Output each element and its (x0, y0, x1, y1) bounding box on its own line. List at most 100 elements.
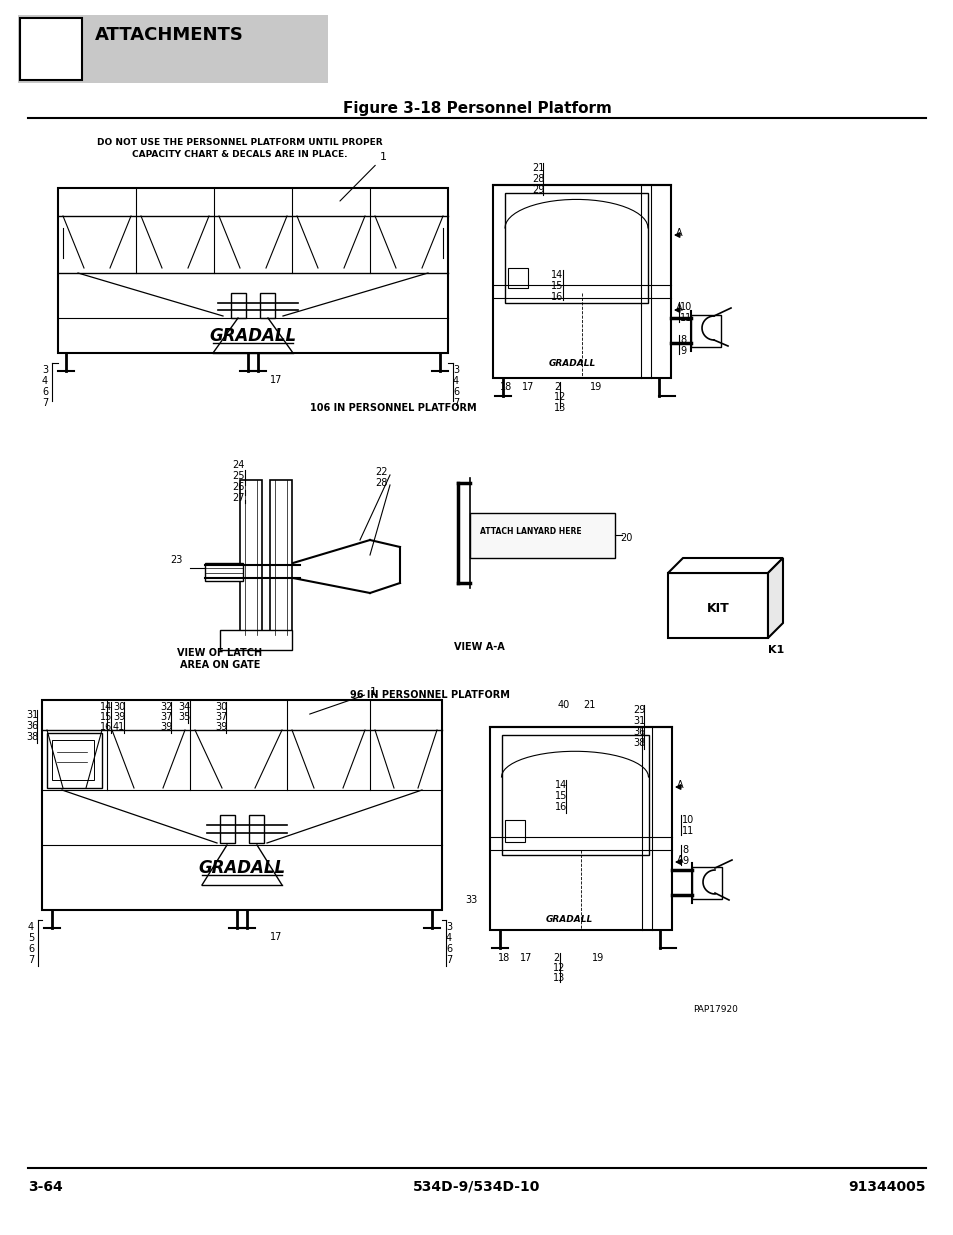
Text: 106 IN PERSONNEL PLATFORM: 106 IN PERSONNEL PLATFORM (310, 403, 476, 412)
Text: 18: 18 (497, 953, 510, 963)
Text: 23: 23 (170, 555, 182, 564)
Text: A: A (676, 303, 682, 312)
Text: GRADALL: GRADALL (198, 860, 285, 877)
Text: 30: 30 (214, 701, 227, 713)
Text: GRADALL: GRADALL (210, 327, 296, 345)
Text: 6: 6 (446, 944, 452, 953)
Text: 36: 36 (633, 727, 644, 737)
Bar (52, 740, 94, 781)
Text: 32: 32 (160, 701, 172, 713)
Bar (690, 315, 720, 347)
Text: GRADALL: GRADALL (548, 358, 595, 368)
Text: 2: 2 (553, 953, 558, 963)
Text: 6: 6 (453, 387, 458, 396)
Text: CAPACITY CHART & DECALS ARE IN PLACE.: CAPACITY CHART & DECALS ARE IN PLACE. (132, 149, 348, 159)
Text: 7: 7 (42, 398, 49, 408)
Text: 13: 13 (553, 973, 565, 983)
Bar (47, 734, 102, 788)
Text: 14: 14 (551, 270, 562, 280)
Text: 7: 7 (28, 955, 34, 965)
Text: 10: 10 (681, 815, 694, 825)
Text: 22: 22 (375, 467, 387, 477)
Bar (20, 19, 82, 80)
Bar (490, 727, 671, 930)
Polygon shape (667, 558, 782, 573)
Text: 13: 13 (554, 403, 566, 412)
Text: 12: 12 (553, 963, 565, 973)
Text: 4: 4 (446, 932, 452, 944)
Text: 15: 15 (555, 790, 567, 802)
Bar (470, 513, 615, 558)
Bar (18, 15, 328, 83)
Text: 1: 1 (310, 687, 376, 714)
Text: 16: 16 (100, 722, 112, 732)
Text: 38: 38 (633, 739, 644, 748)
Bar (691, 867, 721, 899)
Text: 17: 17 (270, 375, 282, 385)
Text: A: A (677, 855, 683, 864)
Bar (240, 480, 262, 635)
Text: VIEW A-A: VIEW A-A (453, 642, 504, 652)
Text: 27: 27 (232, 493, 244, 503)
Text: 21: 21 (532, 163, 544, 173)
Text: 39: 39 (160, 722, 172, 732)
Text: 26: 26 (232, 482, 244, 492)
Text: 36: 36 (26, 721, 38, 731)
Text: 39: 39 (214, 722, 227, 732)
Text: 16: 16 (555, 802, 567, 811)
Text: 35: 35 (178, 713, 191, 722)
Text: KIT: KIT (706, 601, 729, 615)
Text: DO NOT USE THE PERSONNEL PLATFORM UNTIL PROPER: DO NOT USE THE PERSONNEL PLATFORM UNTIL … (97, 138, 382, 147)
Text: 3-64: 3-64 (28, 1179, 63, 1194)
Text: 7: 7 (453, 398, 458, 408)
Text: 7: 7 (446, 955, 452, 965)
Text: 4: 4 (28, 923, 34, 932)
Bar (220, 630, 292, 650)
Text: 10: 10 (679, 303, 692, 312)
Text: 20: 20 (619, 534, 632, 543)
Bar (504, 193, 647, 303)
Text: 31: 31 (633, 716, 644, 726)
Text: 15: 15 (551, 282, 563, 291)
Text: 1: 1 (339, 152, 387, 201)
Text: 17: 17 (519, 953, 532, 963)
Text: 33: 33 (464, 895, 476, 905)
Text: 3: 3 (446, 923, 452, 932)
Bar (501, 735, 648, 855)
Text: 91344005: 91344005 (847, 1179, 925, 1194)
Text: 5: 5 (28, 932, 34, 944)
Text: 11: 11 (681, 826, 694, 836)
Text: 2: 2 (554, 382, 559, 391)
Text: 40: 40 (558, 700, 570, 710)
Text: PAP17920: PAP17920 (692, 1005, 737, 1014)
Bar (58, 188, 448, 353)
Text: 14: 14 (555, 781, 567, 790)
Text: 12: 12 (554, 391, 566, 403)
Text: 8: 8 (679, 335, 685, 345)
Text: 19: 19 (589, 382, 601, 391)
Text: VIEW OF LATCH
AREA ON GATE: VIEW OF LATCH AREA ON GATE (177, 648, 262, 669)
Text: 9: 9 (681, 856, 687, 866)
Text: 28: 28 (375, 478, 387, 488)
Bar (507, 268, 527, 288)
Text: 16: 16 (551, 291, 562, 303)
Text: 14: 14 (100, 701, 112, 713)
Text: A: A (676, 228, 682, 238)
Text: 15: 15 (100, 713, 112, 722)
Bar (493, 185, 670, 378)
Text: A: A (677, 781, 683, 790)
Text: K1: K1 (767, 645, 783, 655)
Text: 39: 39 (112, 713, 125, 722)
Bar (42, 700, 441, 910)
Text: 31: 31 (26, 710, 38, 720)
Text: 4: 4 (453, 375, 458, 387)
Bar (249, 815, 264, 844)
Text: 9: 9 (679, 346, 685, 356)
Bar (231, 293, 246, 317)
Bar (220, 815, 234, 844)
Text: 25: 25 (232, 471, 244, 480)
Polygon shape (767, 558, 782, 638)
Text: 37: 37 (160, 713, 172, 722)
Text: 30: 30 (112, 701, 125, 713)
Bar (667, 573, 767, 638)
